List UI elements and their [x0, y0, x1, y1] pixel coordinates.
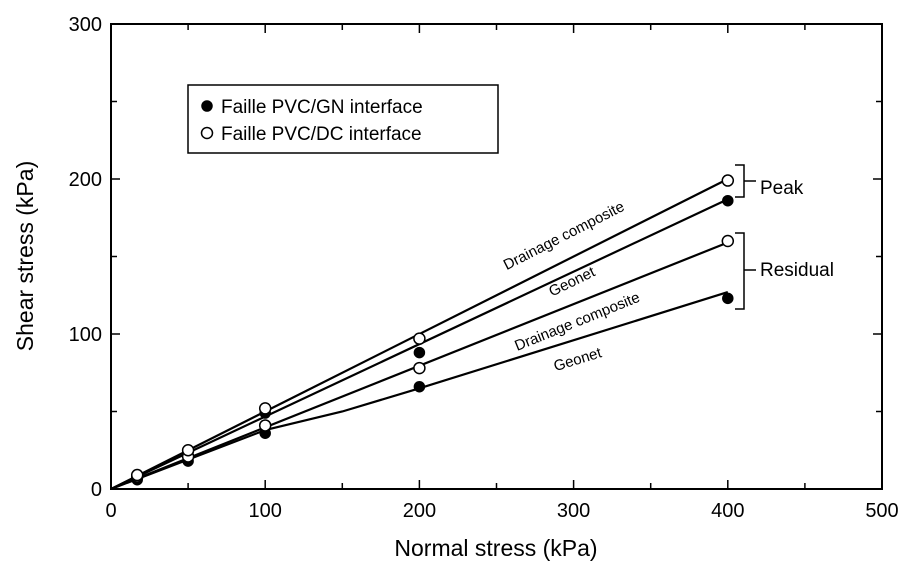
data-point-open	[130, 468, 144, 482]
x-tick-label: 0	[105, 500, 116, 522]
data-point-filled	[413, 380, 426, 393]
x-tick-label: 100	[249, 500, 282, 522]
fit-line	[110, 291, 729, 491]
y-tick-label: 0	[91, 479, 102, 501]
data-point-filled	[722, 292, 734, 305]
x-tick-label: 400	[711, 500, 744, 522]
fit-line-label: Geonet	[552, 344, 605, 375]
legend-label: Faille PVC/DC interface	[221, 124, 422, 145]
data-points	[130, 174, 735, 486]
x-tick-label: 300	[557, 500, 590, 522]
x-tick-label: 500	[865, 500, 898, 522]
x-tick-label: 200	[403, 500, 436, 522]
legend: Faille PVC/GN interface Faille PVC/DC in…	[187, 84, 499, 154]
legend-label: Faille PVC/GN interface	[221, 97, 423, 118]
legend-marker-filled	[201, 100, 213, 112]
data-point-open	[413, 332, 426, 345]
x-axis-title: Normal stress (kPa)	[394, 535, 597, 561]
legend-marker-open	[200, 126, 214, 140]
data-point-open	[258, 419, 272, 432]
data-point-open	[413, 361, 426, 375]
y-tick-label: 200	[69, 169, 102, 191]
legend-box	[187, 84, 499, 154]
data-point-filled	[722, 194, 734, 207]
residual-bracket	[735, 232, 756, 310]
peak-label: Peak	[760, 178, 804, 199]
residual-label: Residual	[760, 260, 834, 281]
axis-ticks	[110, 23, 883, 490]
data-point-open	[181, 444, 195, 457]
data-point-filled	[413, 346, 426, 359]
data-point-open	[721, 234, 735, 248]
data-point-open	[258, 402, 272, 415]
data-point-open	[721, 174, 735, 187]
y-tick-label: 100	[69, 324, 102, 346]
peak-bracket	[735, 164, 756, 198]
axis-tick-labels: 0 100 200 300 400 500 0 100 200 300	[69, 14, 899, 522]
fit-line-label: Geonet	[546, 263, 598, 300]
y-tick-label: 300	[69, 14, 102, 36]
y-axis-title: Shear stress (kPa)	[12, 161, 38, 351]
